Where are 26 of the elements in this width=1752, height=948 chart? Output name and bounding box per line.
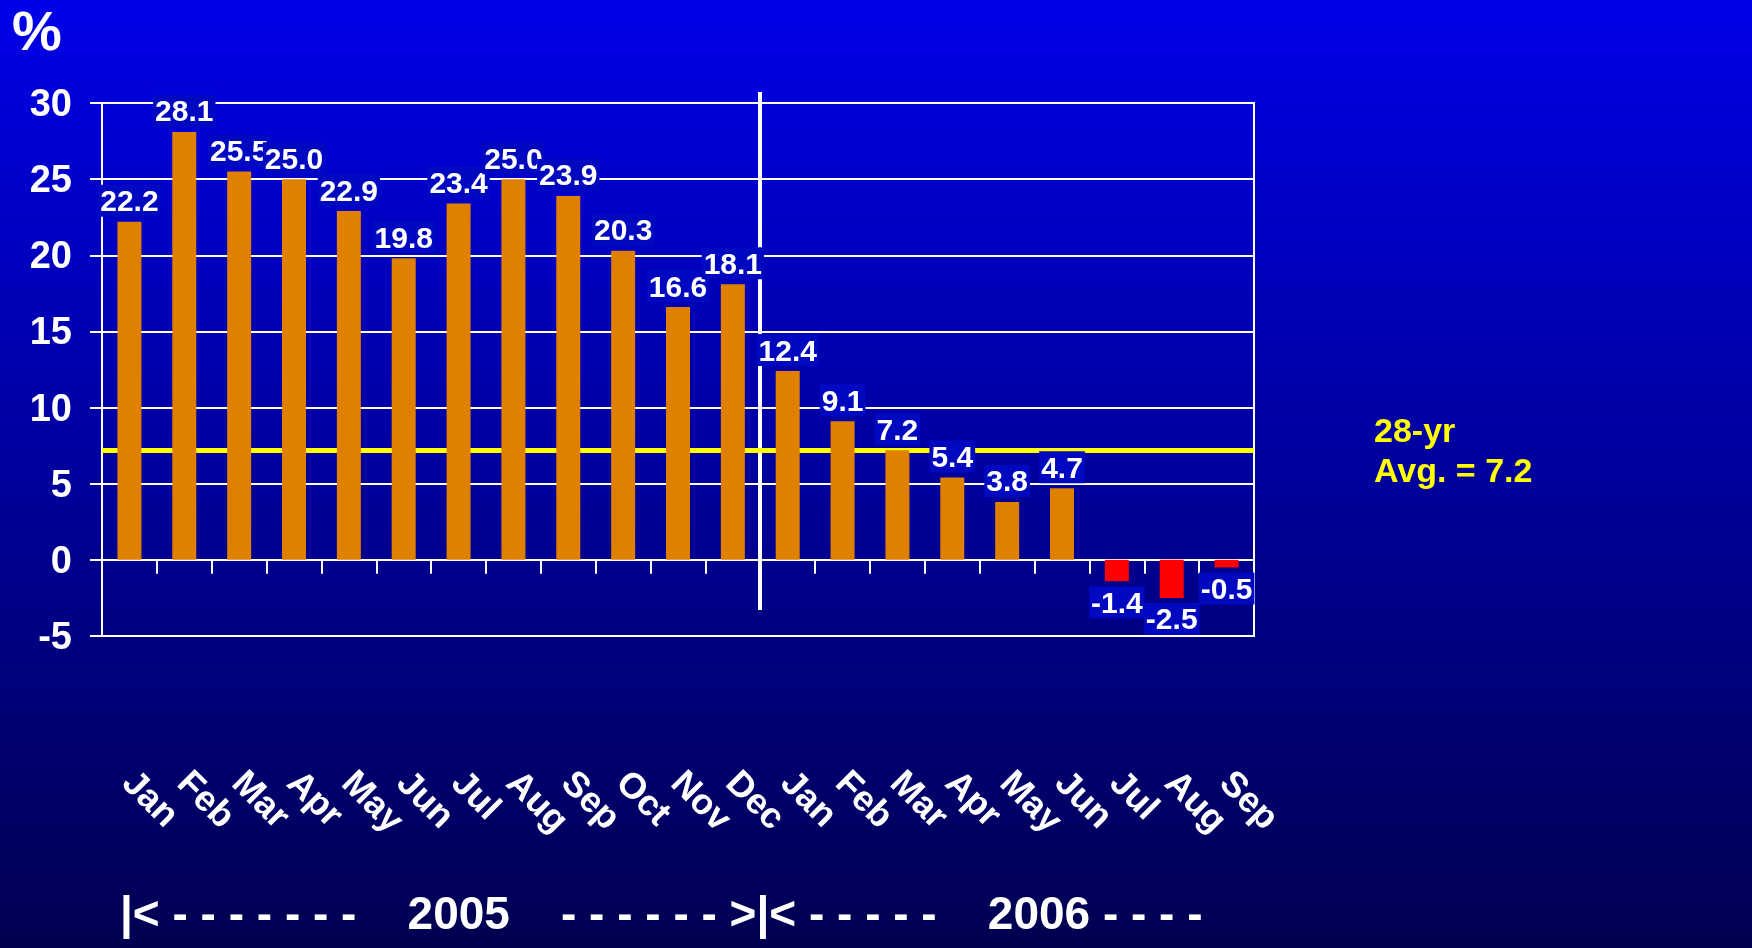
y-tick-label: 30 — [29, 82, 72, 124]
y-tick-label: 25 — [29, 158, 72, 201]
data-label: 18.1 — [703, 246, 763, 280]
y-tick-label: 5 — [50, 462, 72, 505]
y-tick-label: -5 — [38, 615, 72, 657]
data-label: 4.7 — [1041, 450, 1083, 484]
data-label: 7.2 — [876, 412, 919, 446]
data-label: 22.9 — [319, 173, 379, 207]
data-label: 5.4 — [931, 440, 974, 474]
data-label: 20.3 — [593, 213, 653, 247]
y-tick-label: 15 — [29, 310, 72, 353]
data-label: -2.5 — [1145, 602, 1198, 636]
y-tick-label: 20 — [29, 234, 72, 277]
data-label: -0.5 — [1200, 571, 1253, 605]
y-tick-label: 0 — [50, 538, 72, 581]
text: |< - - - - - - - 2005 - - - - - - >|< - - - - - 2006 - - - - — [120, 887, 1203, 939]
data-label: 3.8 — [986, 464, 1028, 498]
data-label: 28.1 — [155, 94, 214, 128]
data-label: 12.4 — [758, 333, 818, 367]
y-axis-title: % — [12, 0, 62, 62]
data-label: 22.2 — [100, 184, 159, 218]
data-label: -1.4 — [1091, 585, 1144, 619]
ref-line-label: 28-yr Avg. = 7.2 — [1374, 411, 1533, 490]
y-tick-label: 10 — [29, 386, 72, 429]
data-label: 9.1 — [821, 383, 864, 417]
data-label: 19.8 — [374, 220, 433, 254]
